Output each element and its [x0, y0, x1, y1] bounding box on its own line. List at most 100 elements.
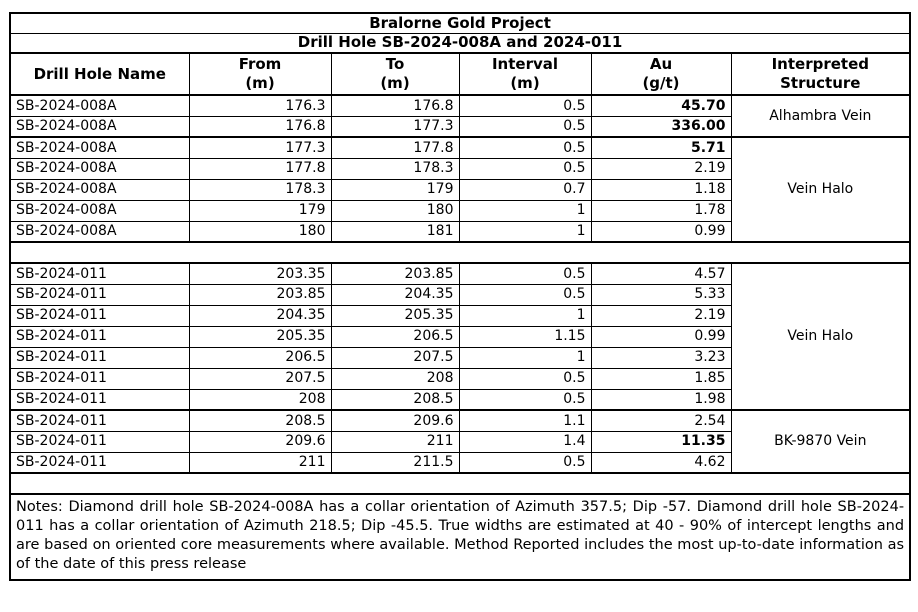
subtitle-row: Drill Hole SB-2024-008A and 2024-011 — [9, 32, 911, 54]
column-header-drill-hole-name: Drill Hole Name — [9, 52, 190, 96]
cell-to: 207.5 — [330, 346, 460, 369]
cell-drill-hole-name: SB-2024-011 — [9, 430, 190, 453]
column-header-interpreted-structure: Interpreted Structure — [730, 52, 911, 96]
cell-from: 204.35 — [188, 304, 332, 327]
table-row: SB-2024-008A 179 180 1 1.78 — [9, 199, 910, 222]
cell-drill-hole-name: SB-2024-008A — [9, 115, 190, 138]
cell-to: 211 — [330, 430, 460, 453]
header-line: Structure — [780, 74, 861, 92]
cell-to: 206.5 — [330, 325, 460, 348]
drill-results-table: Bralorne Gold Project Drill Hole SB-2024… — [9, 12, 912, 581]
cell-au: 4.57 — [590, 262, 732, 285]
cell-structure: Alhambra Vein — [730, 94, 911, 138]
header-line: (m) — [510, 74, 540, 92]
cell-interval: 1 — [458, 346, 592, 369]
header-row: Drill Hole Name From (m) To (m) Interval (m… — [9, 52, 911, 96]
column-header-au: Au (g/t) — [590, 52, 732, 96]
table-row: SB-2024-011 204.35 205.35 1 2.19 — [9, 304, 910, 327]
table-row: SB-2024-008A 177.3 177.8 0.5 5.71 Vein H… — [9, 136, 911, 243]
cell-interval: 0.5 — [458, 283, 592, 306]
cell-interval: 0.5 — [458, 388, 592, 411]
table-row: SB-2024-011 211 211.5 0.5 4.62 — [9, 451, 910, 474]
cell-au: 1.18 — [590, 178, 732, 201]
cell-to: 178.3 — [330, 157, 460, 180]
cell-au: 5.71 — [590, 136, 732, 159]
cell-from: 180 — [188, 220, 332, 243]
cell-interval: 1.1 — [458, 409, 592, 432]
table-row: SB-2024-008A 180 181 1 0.99 — [9, 220, 910, 243]
cell-to: 177.8 — [330, 136, 460, 159]
cell-to: 203.85 — [330, 262, 460, 285]
cell-interval: 0.5 — [458, 115, 592, 138]
cell-au: 3.23 — [590, 346, 732, 369]
cell-interval: 0.5 — [458, 262, 592, 285]
cell-from: 178.3 — [188, 178, 332, 201]
cell-drill-hole-name: SB-2024-011 — [9, 409, 190, 432]
cell-from: 176.3 — [188, 94, 332, 117]
cell-au: 1.98 — [590, 388, 732, 411]
cell-au: 0.99 — [590, 220, 732, 243]
column-header-to: To (m) — [330, 52, 460, 96]
column-header-interval: Interval (m) — [458, 52, 592, 96]
cell-from: 203.35 — [188, 262, 332, 285]
cell-from: 203.85 — [188, 283, 332, 306]
cell-to: 179 — [330, 178, 460, 201]
cell-from: 177.3 — [188, 136, 332, 159]
cell-from: 209.6 — [188, 430, 332, 453]
cell-from: 176.8 — [188, 115, 332, 138]
section-gap-row — [9, 472, 911, 495]
header-line: (m) — [245, 74, 275, 92]
cell-to: 208.5 — [330, 388, 460, 411]
section-gap-row — [9, 241, 911, 264]
notes-row: Notes: Diamond drill hole SB-2024-008A h… — [9, 493, 911, 581]
table-row: SB-2024-008A 176.3 176.8 0.5 45.70 Alham… — [9, 94, 911, 138]
table-subtitle: Drill Hole SB-2024-008A and 2024-011 — [9, 32, 911, 54]
cell-from: 207.5 — [188, 367, 332, 390]
cell-au: 2.19 — [590, 304, 732, 327]
cell-au: 5.33 — [590, 283, 732, 306]
cell-from: 179 — [188, 199, 332, 222]
cell-interval: 0.5 — [458, 451, 592, 474]
cell-interval: 1.15 — [458, 325, 592, 348]
table-row: SB-2024-008A 178.3 179 0.7 1.18 — [9, 178, 910, 201]
cell-au: 0.99 — [590, 325, 732, 348]
cell-to: 208 — [330, 367, 460, 390]
cell-au: 1.78 — [590, 199, 732, 222]
table-row: SB-2024-008A 176.8 177.3 0.5 336.00 — [9, 115, 910, 138]
cell-interval: 0.7 — [458, 178, 592, 201]
column-header-from: From (m) — [188, 52, 332, 96]
cell-drill-hole-name: SB-2024-008A — [9, 157, 190, 180]
cell-drill-hole-name: SB-2024-008A — [9, 94, 190, 117]
header-line: (m) — [380, 74, 410, 92]
cell-to: 211.5 — [330, 451, 460, 474]
cell-interval: 1 — [458, 199, 592, 222]
cell-interval: 1 — [458, 220, 592, 243]
cell-from: 211 — [188, 451, 332, 474]
cell-au: 1.85 — [590, 367, 732, 390]
cell-structure: Vein Halo — [730, 262, 911, 411]
cell-from: 205.35 — [188, 325, 332, 348]
cell-au: 45.70 — [590, 94, 732, 117]
cell-drill-hole-name: SB-2024-008A — [9, 178, 190, 201]
cell-drill-hole-name: SB-2024-011 — [9, 388, 190, 411]
title-row: Bralorne Gold Project — [9, 12, 911, 34]
cell-to: 181 — [330, 220, 460, 243]
cell-drill-hole-name: SB-2024-011 — [9, 262, 190, 285]
cell-from: 208.5 — [188, 409, 332, 432]
table-row: SB-2024-011 203.35 203.85 0.5 4.57 Vein … — [9, 262, 911, 411]
empty-spacer — [9, 241, 911, 264]
cell-structure: BK-9870 Vein — [730, 409, 911, 474]
table-row: SB-2024-011 205.35 206.5 1.15 0.99 — [9, 325, 910, 348]
cell-drill-hole-name: SB-2024-011 — [9, 283, 190, 306]
cell-from: 208 — [188, 388, 332, 411]
cell-structure: Vein Halo — [730, 136, 911, 243]
cell-interval: 1 — [458, 304, 592, 327]
cell-au: 11.35 — [590, 430, 732, 453]
cell-from: 206.5 — [188, 346, 332, 369]
header-line: (g/t) — [642, 74, 680, 92]
header-line: Au — [649, 55, 673, 74]
cell-interval: 0.5 — [458, 367, 592, 390]
cell-interval: 1.4 — [458, 430, 592, 453]
cell-to: 177.3 — [330, 115, 460, 138]
cell-au: 2.54 — [590, 409, 732, 432]
